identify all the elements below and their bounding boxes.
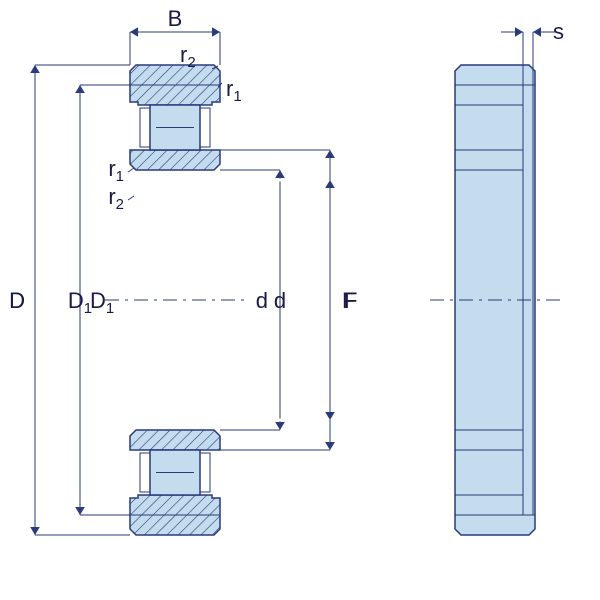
label-F: F [342, 288, 355, 313]
label-d: d [256, 288, 268, 313]
label-r2-inner: r2 [108, 184, 124, 213]
bearing-diagram: DD1dFBsr2r1r1r2dFDD1 [0, 0, 600, 600]
label-s: s [553, 19, 564, 44]
label-r1-top: r1 [226, 76, 242, 105]
label-r2-top: r2 [180, 42, 196, 71]
label-D1: D1 [68, 288, 92, 317]
label-r1-inner: r1 [108, 156, 124, 185]
label-d: d [274, 288, 286, 313]
label-B: B [168, 6, 183, 31]
label-D: D [9, 288, 25, 313]
label-D1: D1 [90, 288, 114, 317]
